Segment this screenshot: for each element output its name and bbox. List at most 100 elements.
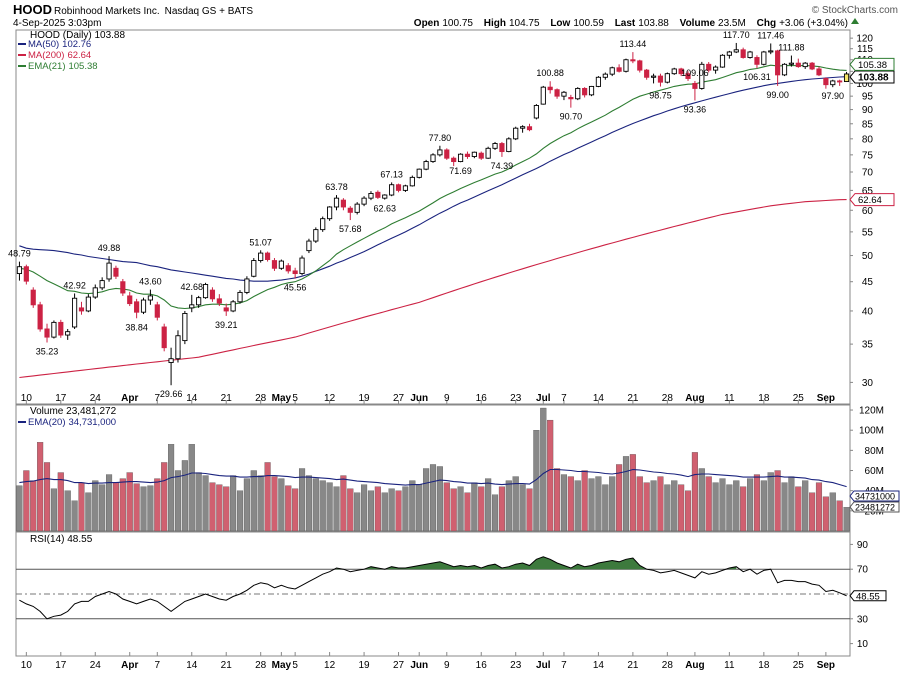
x-label: 19 <box>359 393 371 404</box>
volume-bar <box>443 482 450 532</box>
candle-body <box>154 304 160 318</box>
ma50-line <box>19 76 847 282</box>
price-tick-label: 70 <box>862 167 874 178</box>
ema21-line <box>19 64 847 310</box>
candle-body <box>843 73 850 83</box>
price-annotation: 90.70 <box>560 112 583 122</box>
candle-body <box>444 149 450 159</box>
volume-bar <box>168 444 175 532</box>
x-label: 12 <box>324 660 336 671</box>
volume-label: Volume <box>680 18 716 29</box>
candle-body <box>781 63 788 76</box>
price-tick-label: 100 <box>856 79 873 90</box>
volume-value-box <box>849 501 900 513</box>
volume-bar <box>843 507 850 532</box>
company-name: Robinhood Markets Inc. Nasdaq GS + BATS <box>54 6 253 17</box>
candle-body <box>140 299 147 313</box>
chg-value: +3.06 (+3.04%) <box>779 18 848 29</box>
volume-bar <box>181 460 188 532</box>
price-tick-label: 95 <box>862 92 874 103</box>
candle-body <box>464 153 471 157</box>
candle-body <box>485 147 491 159</box>
x-label: 21 <box>221 660 233 671</box>
price-annotation: 111.88 <box>778 43 804 53</box>
volume-bar <box>202 475 209 532</box>
candle-body <box>416 168 422 178</box>
volume-bar <box>678 484 685 532</box>
volume-bar <box>622 456 630 532</box>
candle-body <box>368 193 374 199</box>
x-label: 14 <box>186 660 198 671</box>
price-tick-label: 60 <box>862 206 874 217</box>
candle-body <box>623 59 629 72</box>
volume-bar <box>595 476 602 532</box>
volume-bar <box>485 478 492 532</box>
price-annotation: 57.68 <box>339 224 362 234</box>
volume-bar <box>471 482 478 532</box>
price-tick-label: 30 <box>862 378 874 389</box>
candle-body <box>264 252 271 260</box>
candle-body <box>533 105 539 119</box>
candle-body <box>761 51 767 65</box>
volume-bar <box>140 486 147 532</box>
low-value: 100.59 <box>573 18 604 29</box>
candle-body <box>802 62 808 68</box>
candle-body <box>540 86 546 105</box>
volume-bar <box>512 476 519 532</box>
price-tick-label: 75 <box>862 150 874 161</box>
candle-body <box>251 260 257 277</box>
candle-body <box>492 143 498 149</box>
volume-bar <box>526 488 533 532</box>
candle-body <box>457 153 464 163</box>
candle-body <box>237 291 243 303</box>
volume-bar <box>409 480 416 532</box>
volume-bar <box>395 490 402 532</box>
volume-bar <box>609 476 616 532</box>
volume-bar <box>264 462 271 532</box>
candle-body <box>85 296 91 312</box>
x-label: 28 <box>662 660 674 671</box>
volume-bar <box>126 472 133 532</box>
legend-value: 62.64 <box>67 50 91 61</box>
volume-bar <box>161 462 168 532</box>
x-label: 27 <box>393 393 405 404</box>
candle-body <box>706 63 712 71</box>
x-label: 24 <box>90 393 102 404</box>
price-annotation: 98.75 <box>649 91 672 101</box>
open-label: Open <box>414 18 440 29</box>
rsi-tick-label: 10 <box>857 639 869 650</box>
candle-body <box>437 149 443 156</box>
legend-name: EMA(20) <box>28 417 65 428</box>
candle-body <box>395 184 402 191</box>
x-label: 18 <box>758 660 770 671</box>
low-label: Low <box>550 18 570 29</box>
volume-bar <box>112 482 119 532</box>
volume-bar <box>636 476 643 532</box>
volume-tick-label: 120M <box>859 406 884 417</box>
x-label: 17 <box>55 393 67 404</box>
price-annotation: 43.60 <box>139 277 162 287</box>
volume-bar <box>705 476 712 532</box>
volume-bar <box>78 482 85 532</box>
x-label: Jun <box>410 660 428 671</box>
volume-tick-label: 60M <box>865 466 884 477</box>
volume-bar <box>822 496 829 532</box>
volume-bar <box>209 482 216 532</box>
price-annotation: 63.78 <box>325 182 348 192</box>
candle-body <box>637 60 643 71</box>
candle-body <box>547 86 553 91</box>
candle-body <box>161 326 167 349</box>
legend-entry: MA(50) 102.76 <box>28 39 91 50</box>
price-tick-label: 115 <box>857 44 873 55</box>
volume-bar <box>174 470 182 532</box>
volume-bar <box>829 492 836 532</box>
right-value-label: 62.64 <box>858 195 882 206</box>
legend-name: MA(50) <box>28 39 59 50</box>
volume-bar <box>354 492 361 532</box>
price-tick-label: 45 <box>862 277 874 288</box>
volume-bar <box>16 485 23 532</box>
candle-body <box>271 260 278 269</box>
volume-bar <box>457 486 464 532</box>
x-label: 16 <box>476 660 488 671</box>
candle-body <box>678 68 684 75</box>
